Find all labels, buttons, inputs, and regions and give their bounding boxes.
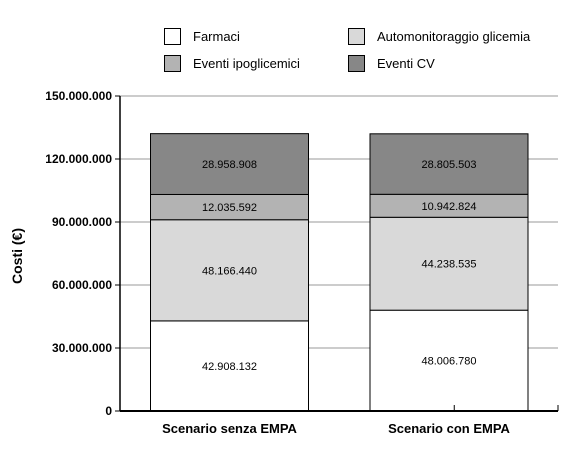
legend-swatch-eventi-cv (348, 55, 365, 72)
bar-segment (369, 133, 529, 195)
bar-segment (150, 219, 309, 322)
axes (115, 95, 559, 412)
legend-swatch-automonitoraggio (348, 28, 365, 45)
bar-segment (150, 133, 309, 195)
legend-label-eventi-ipoglicemici: Eventi ipoglicemici (193, 56, 300, 71)
legend-item-automonitoraggio: Automonitoraggio glicemia (348, 28, 530, 45)
bar-segment (150, 320, 309, 412)
data-label: 10.942.824 (421, 201, 476, 213)
x-tick-labels: Scenario senza EMPA Scenario con EMPA (162, 421, 510, 436)
legend: Farmaci Automonitoraggio glicemia Eventi… (164, 28, 564, 80)
data-label: 28.805.503 (421, 159, 476, 171)
y-tick-label: 150.000.000 (45, 89, 112, 103)
y-axis-label: Costi (€) (9, 228, 25, 284)
x-tick-label: Scenario senza EMPA (162, 421, 297, 436)
data-label: 44.238.535 (421, 259, 476, 271)
legend-label-automonitoraggio: Automonitoraggio glicemia (377, 29, 531, 44)
bar-segment (150, 193, 309, 221)
y-tick-label: 120.000.000 (45, 152, 112, 166)
data-label: 12.035.592 (202, 202, 257, 214)
x-tick-label: Scenario con EMPA (388, 421, 510, 436)
bar-segment (369, 216, 529, 311)
y-tick-labels: 0 30.000.000 60.000.000 90.000.000 120.000.0… (45, 89, 112, 418)
legend-swatch-eventi-ipoglicemici (164, 55, 181, 72)
legend-item-eventi-ipoglicemici: Eventi ipoglicemici (164, 55, 300, 72)
legend-item-farmaci: Farmaci (164, 28, 240, 45)
y-tick-label: 90.000.000 (52, 215, 112, 229)
data-label: 48.006.780 (421, 356, 476, 368)
bars: 42.908.132 48.166.440 12.035.592 28.958.908… (150, 133, 529, 412)
y-tick-label: 30.000.000 (52, 341, 112, 355)
y-tick-label: 60.000.000 (52, 278, 112, 292)
legend-item-eventi-cv: Eventi CV (348, 55, 435, 72)
y-tick-label: 0 (105, 404, 112, 418)
data-label: 42.908.132 (202, 361, 257, 373)
legend-swatch-farmaci (164, 28, 181, 45)
legend-label-farmaci: Farmaci (193, 29, 240, 44)
data-label: 28.958.908 (202, 159, 257, 171)
data-label: 48.166.440 (202, 265, 257, 277)
legend-label-eventi-cv: Eventi CV (377, 56, 435, 71)
